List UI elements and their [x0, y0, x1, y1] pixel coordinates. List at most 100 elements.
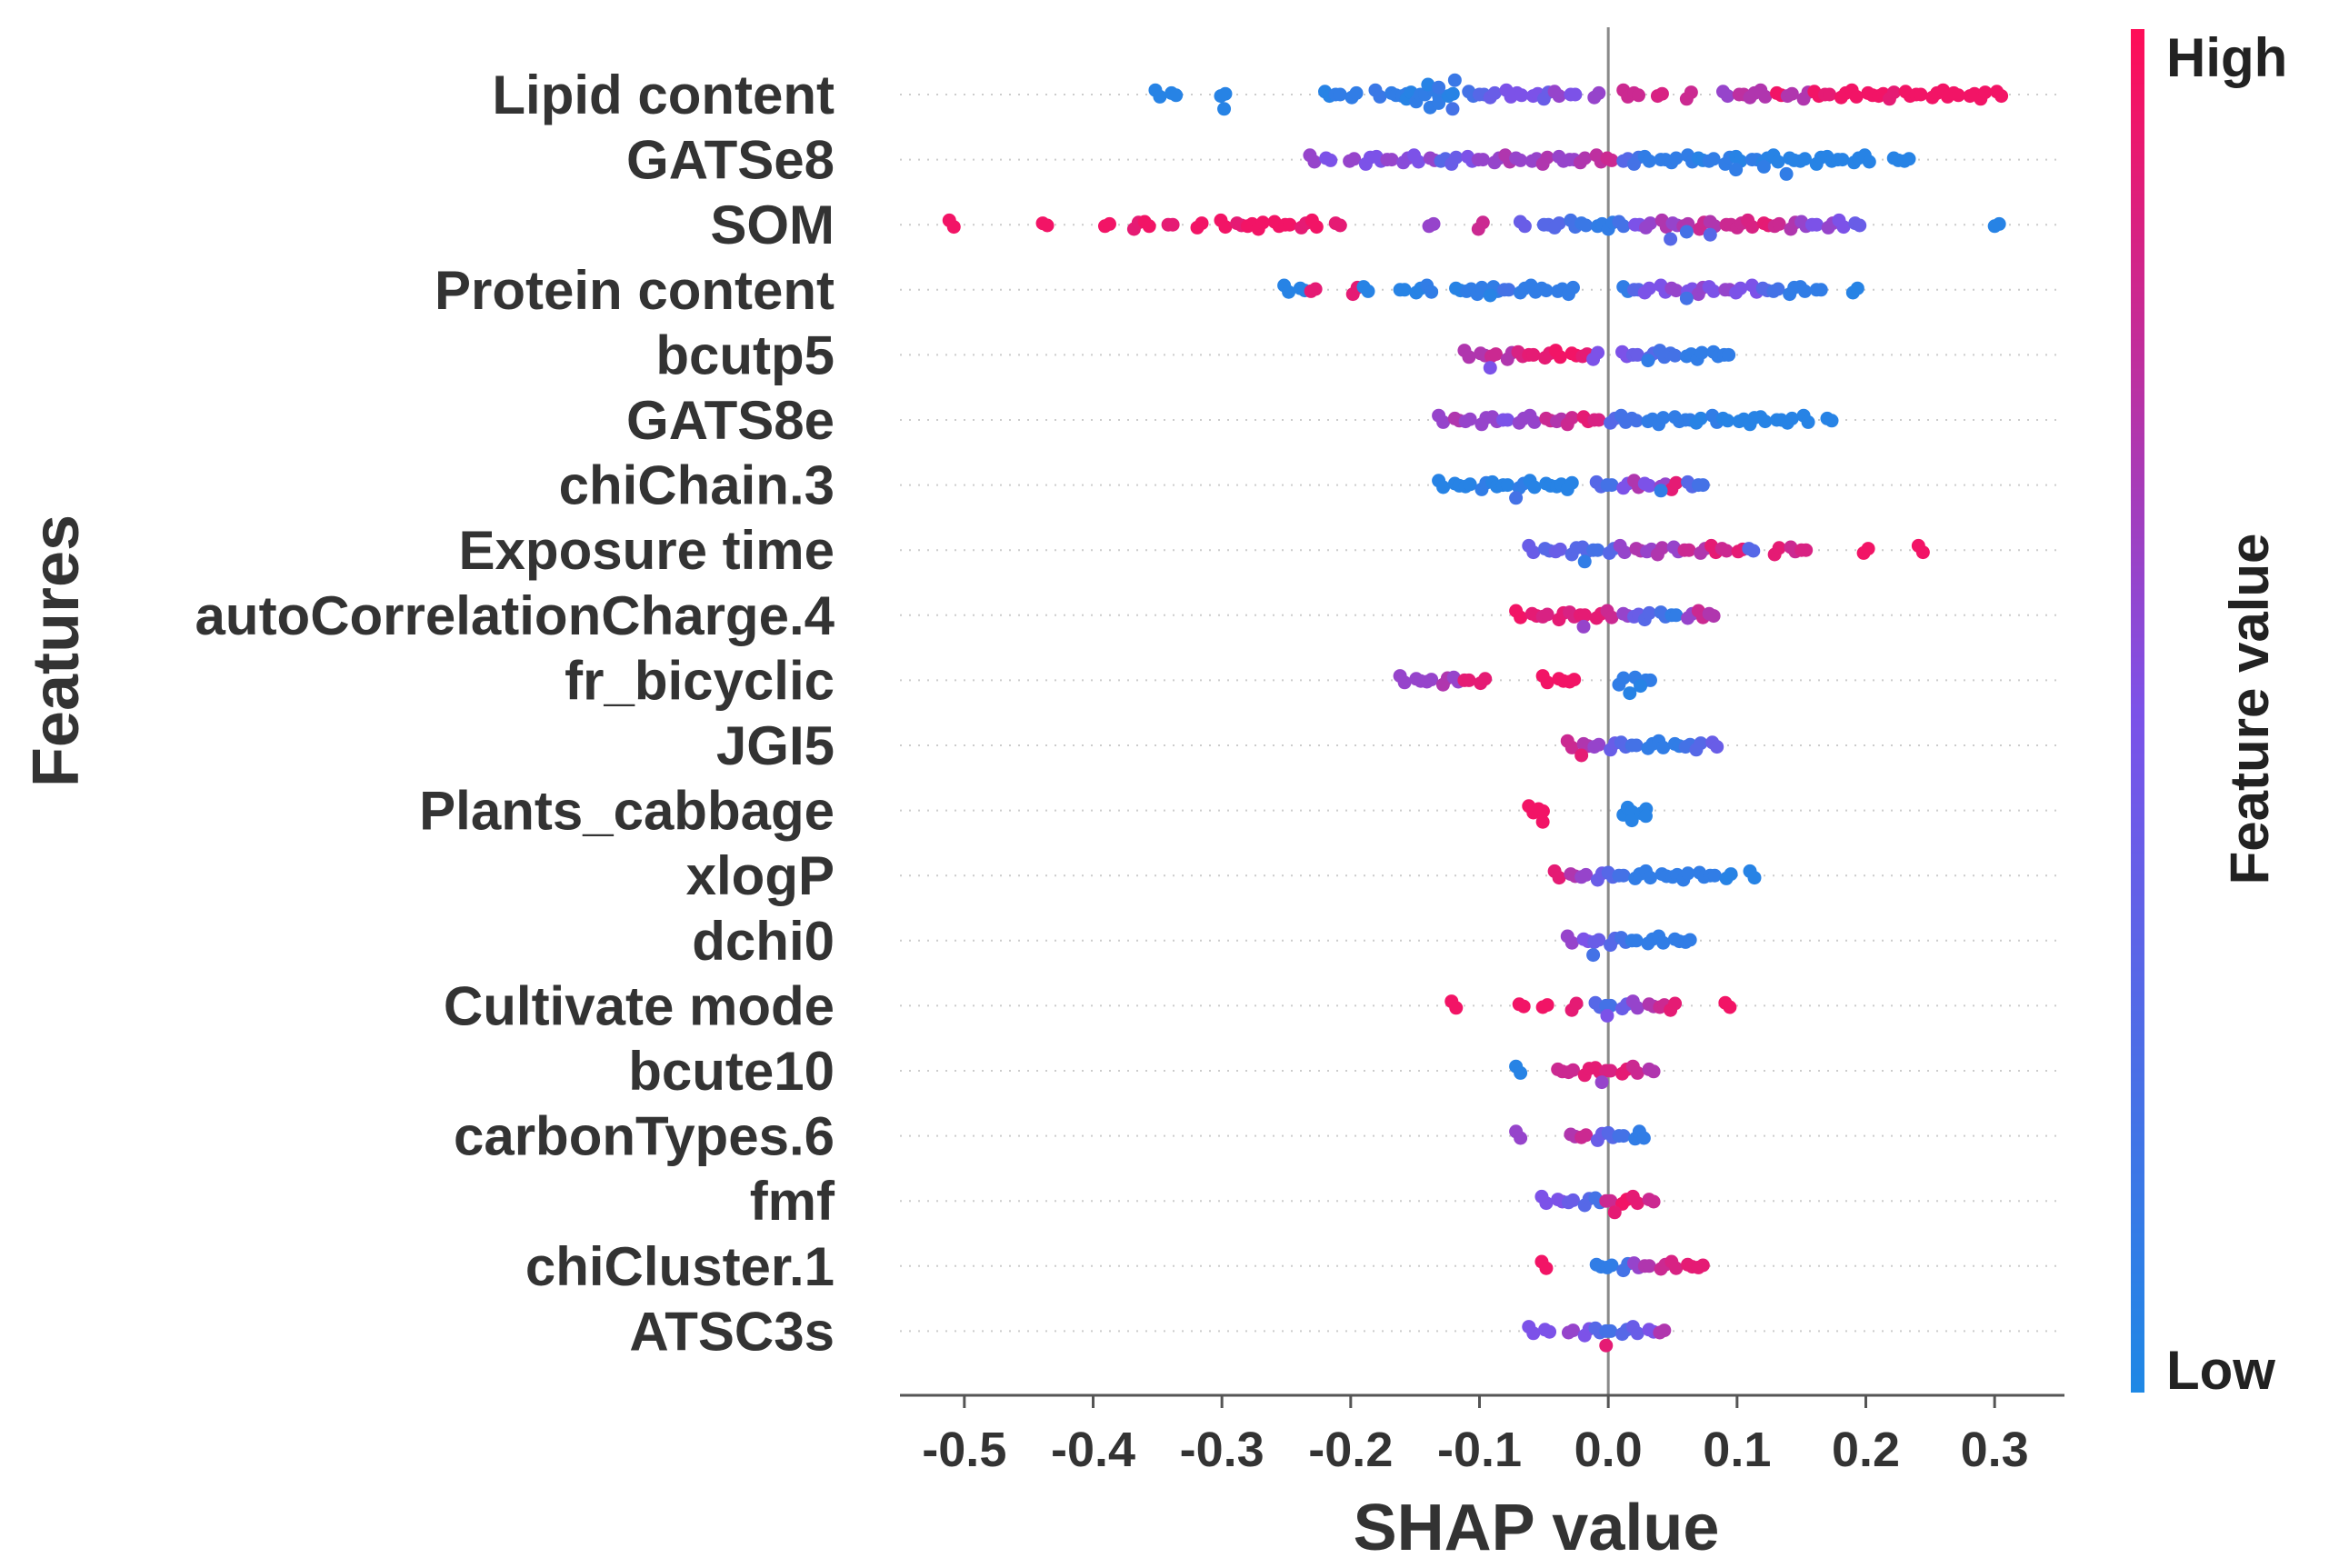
- shap-point: [1642, 605, 1656, 620]
- shap-point: [1632, 88, 1645, 103]
- shap-point: [1694, 345, 1709, 360]
- feature-label: autoCorrelationCharge.4: [195, 585, 835, 646]
- shap-point: [1809, 217, 1824, 232]
- shap-point: [1540, 150, 1554, 165]
- shap-point: [1324, 153, 1338, 167]
- shap-point: [1514, 1065, 1528, 1080]
- shap-point: [1411, 155, 1425, 169]
- x-tick-label: 0.1: [1703, 1423, 1771, 1477]
- shap-point: [1720, 414, 1734, 428]
- shap-point: [1643, 673, 1657, 687]
- shap-point: [1539, 1261, 1554, 1275]
- shap-points: [942, 73, 2009, 1353]
- shap-point: [1630, 1196, 1644, 1211]
- shap-point: [1514, 88, 1529, 103]
- shap-point: [1799, 543, 1814, 557]
- shap-point: [1142, 219, 1156, 234]
- shap-point: [1540, 607, 1554, 622]
- x-tick-label: -0.5: [922, 1423, 1006, 1477]
- shap-point: [1592, 737, 1606, 752]
- shap-point: [1630, 1001, 1644, 1015]
- shap-point: [1902, 152, 1916, 166]
- shap-point: [1579, 867, 1594, 882]
- shap-point: [1463, 477, 1477, 492]
- shap-point: [1703, 227, 1717, 242]
- shap-point: [1517, 219, 1532, 234]
- shap-point: [1217, 102, 1232, 116]
- shap-point: [1746, 544, 1761, 558]
- shap-point: [1706, 152, 1721, 166]
- shap-point: [1309, 220, 1324, 235]
- shap-point: [1539, 284, 1554, 298]
- shap-point: [1565, 1193, 1580, 1207]
- shap-point: [1600, 1008, 1614, 1023]
- shap-point: [1586, 948, 1601, 963]
- shap-point: [1694, 411, 1708, 425]
- shap-point: [1577, 151, 1592, 165]
- shap-point: [1509, 491, 1524, 505]
- shap-point: [1951, 88, 1965, 103]
- shap-point: [1638, 809, 1653, 824]
- shap-point: [1654, 86, 1669, 101]
- shap-point: [1333, 87, 1347, 102]
- shap-point: [1784, 411, 1799, 425]
- shap-point: [1669, 475, 1684, 490]
- shap-point: [1861, 542, 1875, 556]
- shap-point: [1449, 150, 1464, 165]
- shap-point: [1102, 216, 1116, 231]
- shap-point: [1849, 89, 1864, 104]
- y-axis-title: Features: [20, 514, 93, 787]
- shap-point: [1165, 217, 1180, 232]
- shap-point: [1695, 478, 1710, 493]
- shap-point: [1552, 216, 1566, 231]
- shap-point: [1040, 218, 1055, 233]
- shap-point: [1616, 671, 1631, 685]
- shap-point: [1642, 478, 1656, 493]
- feature-label: Cultivate mode: [444, 975, 835, 1036]
- shap-point: [1850, 281, 1864, 295]
- feature-label: Protein content: [435, 260, 835, 321]
- shap-point: [1604, 1064, 1618, 1078]
- shap-point: [1616, 868, 1631, 883]
- feature-label: GATSe8: [626, 130, 835, 191]
- shap-point: [1421, 77, 1435, 92]
- shap-point: [1463, 412, 1477, 426]
- shap-point: [1432, 80, 1446, 95]
- shap-point: [1669, 608, 1684, 623]
- shap-point: [1487, 85, 1502, 100]
- shap-point: [1426, 216, 1441, 231]
- shap-point: [1282, 285, 1296, 299]
- shap-point: [1516, 999, 1531, 1014]
- shap-point: [1436, 414, 1451, 429]
- shap-point: [1669, 1261, 1684, 1275]
- feature-label: JGI5: [716, 715, 835, 776]
- shap-point: [1526, 545, 1541, 560]
- shap-point: [1835, 153, 1850, 167]
- feature-label: carbonTypes.6: [454, 1106, 835, 1167]
- shap-point: [1814, 283, 1828, 297]
- shap-point: [1646, 1064, 1661, 1079]
- shap-point: [1719, 544, 1734, 558]
- shap-point: [1526, 1326, 1541, 1341]
- shap-point: [1565, 1323, 1580, 1338]
- shap-point: [1683, 933, 1697, 947]
- shap-point: [1502, 283, 1516, 297]
- shap-point: [1978, 85, 1993, 100]
- shap-point: [1462, 673, 1476, 687]
- shap-point: [1564, 935, 1579, 950]
- shap-point: [1424, 673, 1439, 687]
- shap-point: [1333, 218, 1347, 233]
- shap-point: [1574, 748, 1589, 763]
- feature-label: Lipid content: [492, 65, 835, 125]
- shap-point: [1552, 89, 1566, 104]
- shap-point: [1654, 541, 1669, 555]
- shap-point: [1432, 95, 1446, 110]
- shap-point: [1641, 354, 1655, 368]
- shap-point: [1630, 347, 1644, 362]
- shap-point: [1599, 1338, 1614, 1353]
- shap-point: [1636, 1131, 1651, 1145]
- shap-point: [1994, 89, 2009, 104]
- shap-point: [1643, 216, 1657, 231]
- shap-point: [1656, 411, 1671, 425]
